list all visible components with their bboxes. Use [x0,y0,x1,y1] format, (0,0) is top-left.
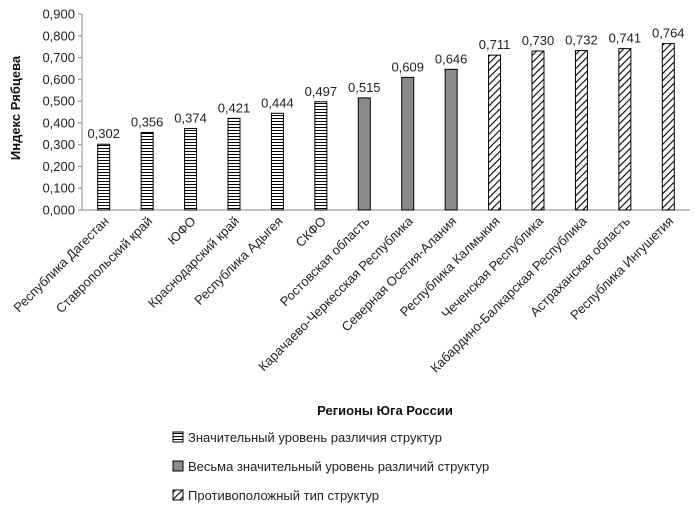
bars [97,43,675,211]
bar [140,131,154,211]
data-labels: 0,302 0,356 0,374 0,421 0,444 0,497 0,515 0,609… [87,26,684,142]
bar [357,97,371,211]
data-label: 0,356 [131,114,164,129]
legend-label: Весьма значительный уровень различий стр… [188,459,489,474]
y-tick-label: 0,800 [42,28,75,43]
bar [270,112,284,211]
legend-swatch [172,489,184,501]
bar [401,76,415,211]
data-label: 0,732 [565,33,598,48]
data-label: 0,444 [261,95,294,110]
x-tick-label: Карачаево-Черкесская Республика [255,213,416,374]
data-label: 0,764 [652,26,685,41]
y-tick-label: 0,700 [42,50,75,65]
y-tick-label: 0,600 [42,72,75,87]
bar [488,54,502,211]
y-tick-label: 0,500 [42,94,75,109]
bar [661,43,675,211]
bar [574,50,588,211]
data-label: 0,421 [218,100,251,115]
y-tick-label: 0,200 [42,159,75,174]
data-label: 0,497 [305,84,338,99]
bar [184,128,198,211]
data-label: 0,741 [609,31,642,46]
y-tick-label: 0,300 [42,137,75,152]
y-tick-label: 0,900 [42,7,75,22]
x-axis-title: Регионы Юга России [317,403,453,418]
bar [314,101,328,211]
data-label: 0,374 [174,111,207,126]
y-tick-label: 0,000 [42,203,75,218]
data-label: 0,515 [348,80,381,95]
legend-label: Значительный уровень различия структур [188,430,442,445]
data-label: 0,730 [522,33,555,48]
bar [444,68,458,211]
data-label: 0,646 [435,51,468,66]
data-label: 0,711 [479,37,511,52]
bar [227,117,241,211]
legend-swatch [172,431,184,443]
data-label: 0,609 [391,59,424,74]
legend-label: Противоположный тип структур [188,488,379,503]
y-axis-title: Индекс Рябцева [8,55,23,160]
x-tick-label: ЮФО [165,214,199,248]
y-axis: 0,000 0,100 0,200 0,300 0,400 0,500 0,600 0,700… [42,7,690,218]
y-tick-label: 0,400 [42,115,75,130]
legend-swatch [172,460,184,472]
x-tick-label: Кабардино-Балкарская Республика [427,213,590,376]
x-tick-label: СКФО [293,214,329,250]
bar [618,48,632,211]
data-label: 0,302 [87,126,120,141]
bar [97,143,111,211]
y-tick-label: 0,100 [42,181,75,196]
bar [531,50,545,211]
legend: Значительный уровень различия структур Ве… [172,430,489,503]
